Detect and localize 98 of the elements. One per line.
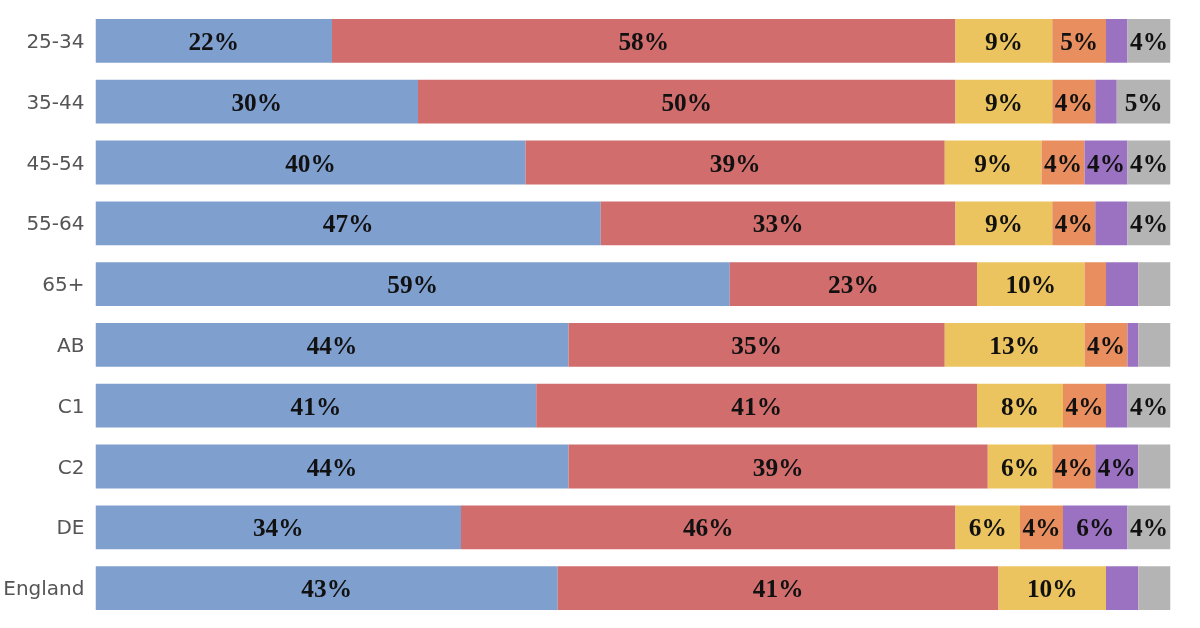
data-label: 44% bbox=[306, 452, 358, 481]
bar bbox=[1138, 444, 1171, 489]
bar bbox=[95, 323, 569, 367]
bar bbox=[536, 383, 977, 428]
data-label: 40% bbox=[285, 148, 336, 177]
bar bbox=[1106, 262, 1139, 306]
data-label: 4% bbox=[1044, 148, 1082, 177]
data-label: 58% bbox=[618, 26, 670, 55]
bar bbox=[1063, 505, 1128, 550]
y-tick-label: 25-34 bbox=[26, 28, 85, 53]
y-tick-label: C1 bbox=[57, 393, 85, 418]
data-label: 41% bbox=[752, 574, 804, 603]
data-label: 41% bbox=[290, 391, 342, 420]
data-label: 10% bbox=[1026, 574, 1078, 603]
data-label: 4% bbox=[1087, 330, 1125, 359]
bar bbox=[977, 383, 1063, 428]
bar bbox=[1138, 566, 1171, 610]
bar bbox=[95, 140, 526, 185]
bar bbox=[1095, 201, 1128, 246]
data-label: 23% bbox=[828, 270, 879, 299]
bar bbox=[332, 19, 956, 63]
data-label: 4% bbox=[1097, 452, 1136, 481]
data-label: 4% bbox=[1022, 513, 1061, 542]
data-label: 44% bbox=[306, 330, 358, 359]
data-label: 39% bbox=[752, 452, 804, 481]
data-label: 4% bbox=[1130, 148, 1168, 177]
bar bbox=[1095, 79, 1117, 124]
data-label: 5% bbox=[1124, 87, 1163, 116]
y-tick-label: 45-54 bbox=[26, 150, 85, 175]
data-label: 47% bbox=[322, 209, 374, 238]
data-label: 6% bbox=[1001, 452, 1039, 481]
data-label: 50% bbox=[661, 87, 713, 116]
bar bbox=[1138, 262, 1171, 306]
bar bbox=[95, 383, 537, 428]
bar bbox=[955, 201, 1053, 246]
bar bbox=[1106, 383, 1128, 428]
data-label: 59% bbox=[387, 270, 438, 299]
data-label: 30% bbox=[231, 87, 283, 116]
bar bbox=[600, 201, 956, 246]
data-label: 4% bbox=[1087, 148, 1125, 177]
bar bbox=[95, 566, 558, 610]
data-label: 9% bbox=[984, 87, 1023, 116]
bar bbox=[729, 262, 977, 306]
bar bbox=[557, 566, 999, 610]
data-label: 9% bbox=[984, 209, 1023, 238]
bar bbox=[955, 79, 1053, 124]
data-label: 4% bbox=[1054, 87, 1093, 116]
data-label: 9% bbox=[974, 148, 1013, 177]
data-label: 39% bbox=[709, 148, 761, 177]
data-label: 4% bbox=[1130, 513, 1168, 542]
bar bbox=[944, 323, 1085, 367]
y-tick-label: DE bbox=[56, 515, 85, 540]
y-tick-label: 55-64 bbox=[26, 211, 85, 236]
bar bbox=[568, 444, 988, 489]
bar bbox=[1106, 566, 1139, 610]
data-label: 4% bbox=[1065, 391, 1104, 420]
bar bbox=[418, 79, 956, 124]
bar bbox=[1127, 323, 1139, 367]
y-tick-label: 35-44 bbox=[26, 89, 85, 114]
data-label: 4% bbox=[1130, 209, 1168, 238]
bar bbox=[525, 140, 945, 185]
bar bbox=[1138, 323, 1171, 367]
bar bbox=[944, 140, 1042, 185]
data-label: 35% bbox=[731, 330, 782, 359]
bar bbox=[1106, 19, 1128, 63]
bar bbox=[95, 79, 418, 124]
data-label: 13% bbox=[989, 330, 1040, 359]
y-tick-label: C2 bbox=[57, 454, 85, 479]
bar bbox=[977, 262, 1085, 306]
data-label: 9% bbox=[984, 26, 1023, 55]
data-label: 10% bbox=[1005, 270, 1057, 299]
data-label: 46% bbox=[682, 513, 734, 542]
bar bbox=[95, 444, 569, 489]
data-label: 4% bbox=[1130, 391, 1168, 420]
data-label: 4% bbox=[1054, 209, 1093, 238]
data-label: 43% bbox=[301, 574, 352, 603]
bar bbox=[568, 323, 945, 367]
bar bbox=[1084, 262, 1106, 306]
bar bbox=[95, 505, 461, 550]
data-label: 6% bbox=[968, 513, 1007, 542]
data-label: 4% bbox=[1054, 452, 1093, 481]
data-label: 4% bbox=[1130, 26, 1168, 55]
data-label: 34% bbox=[252, 513, 304, 542]
bar bbox=[95, 201, 601, 246]
bar bbox=[955, 19, 1053, 63]
bar bbox=[461, 505, 956, 550]
bar bbox=[95, 262, 730, 306]
y-tick-label: 65+ bbox=[42, 272, 85, 297]
bar bbox=[95, 19, 332, 63]
bar bbox=[998, 566, 1106, 610]
data-label: 8% bbox=[1001, 391, 1039, 420]
data-label: 33% bbox=[752, 209, 804, 238]
y-tick-label: England bbox=[3, 576, 85, 601]
data-label: 41% bbox=[731, 391, 782, 420]
data-label: 5% bbox=[1060, 26, 1099, 55]
data-label: 6% bbox=[1076, 513, 1115, 542]
data-label: 22% bbox=[188, 26, 240, 55]
y-tick-label: AB bbox=[57, 332, 85, 357]
